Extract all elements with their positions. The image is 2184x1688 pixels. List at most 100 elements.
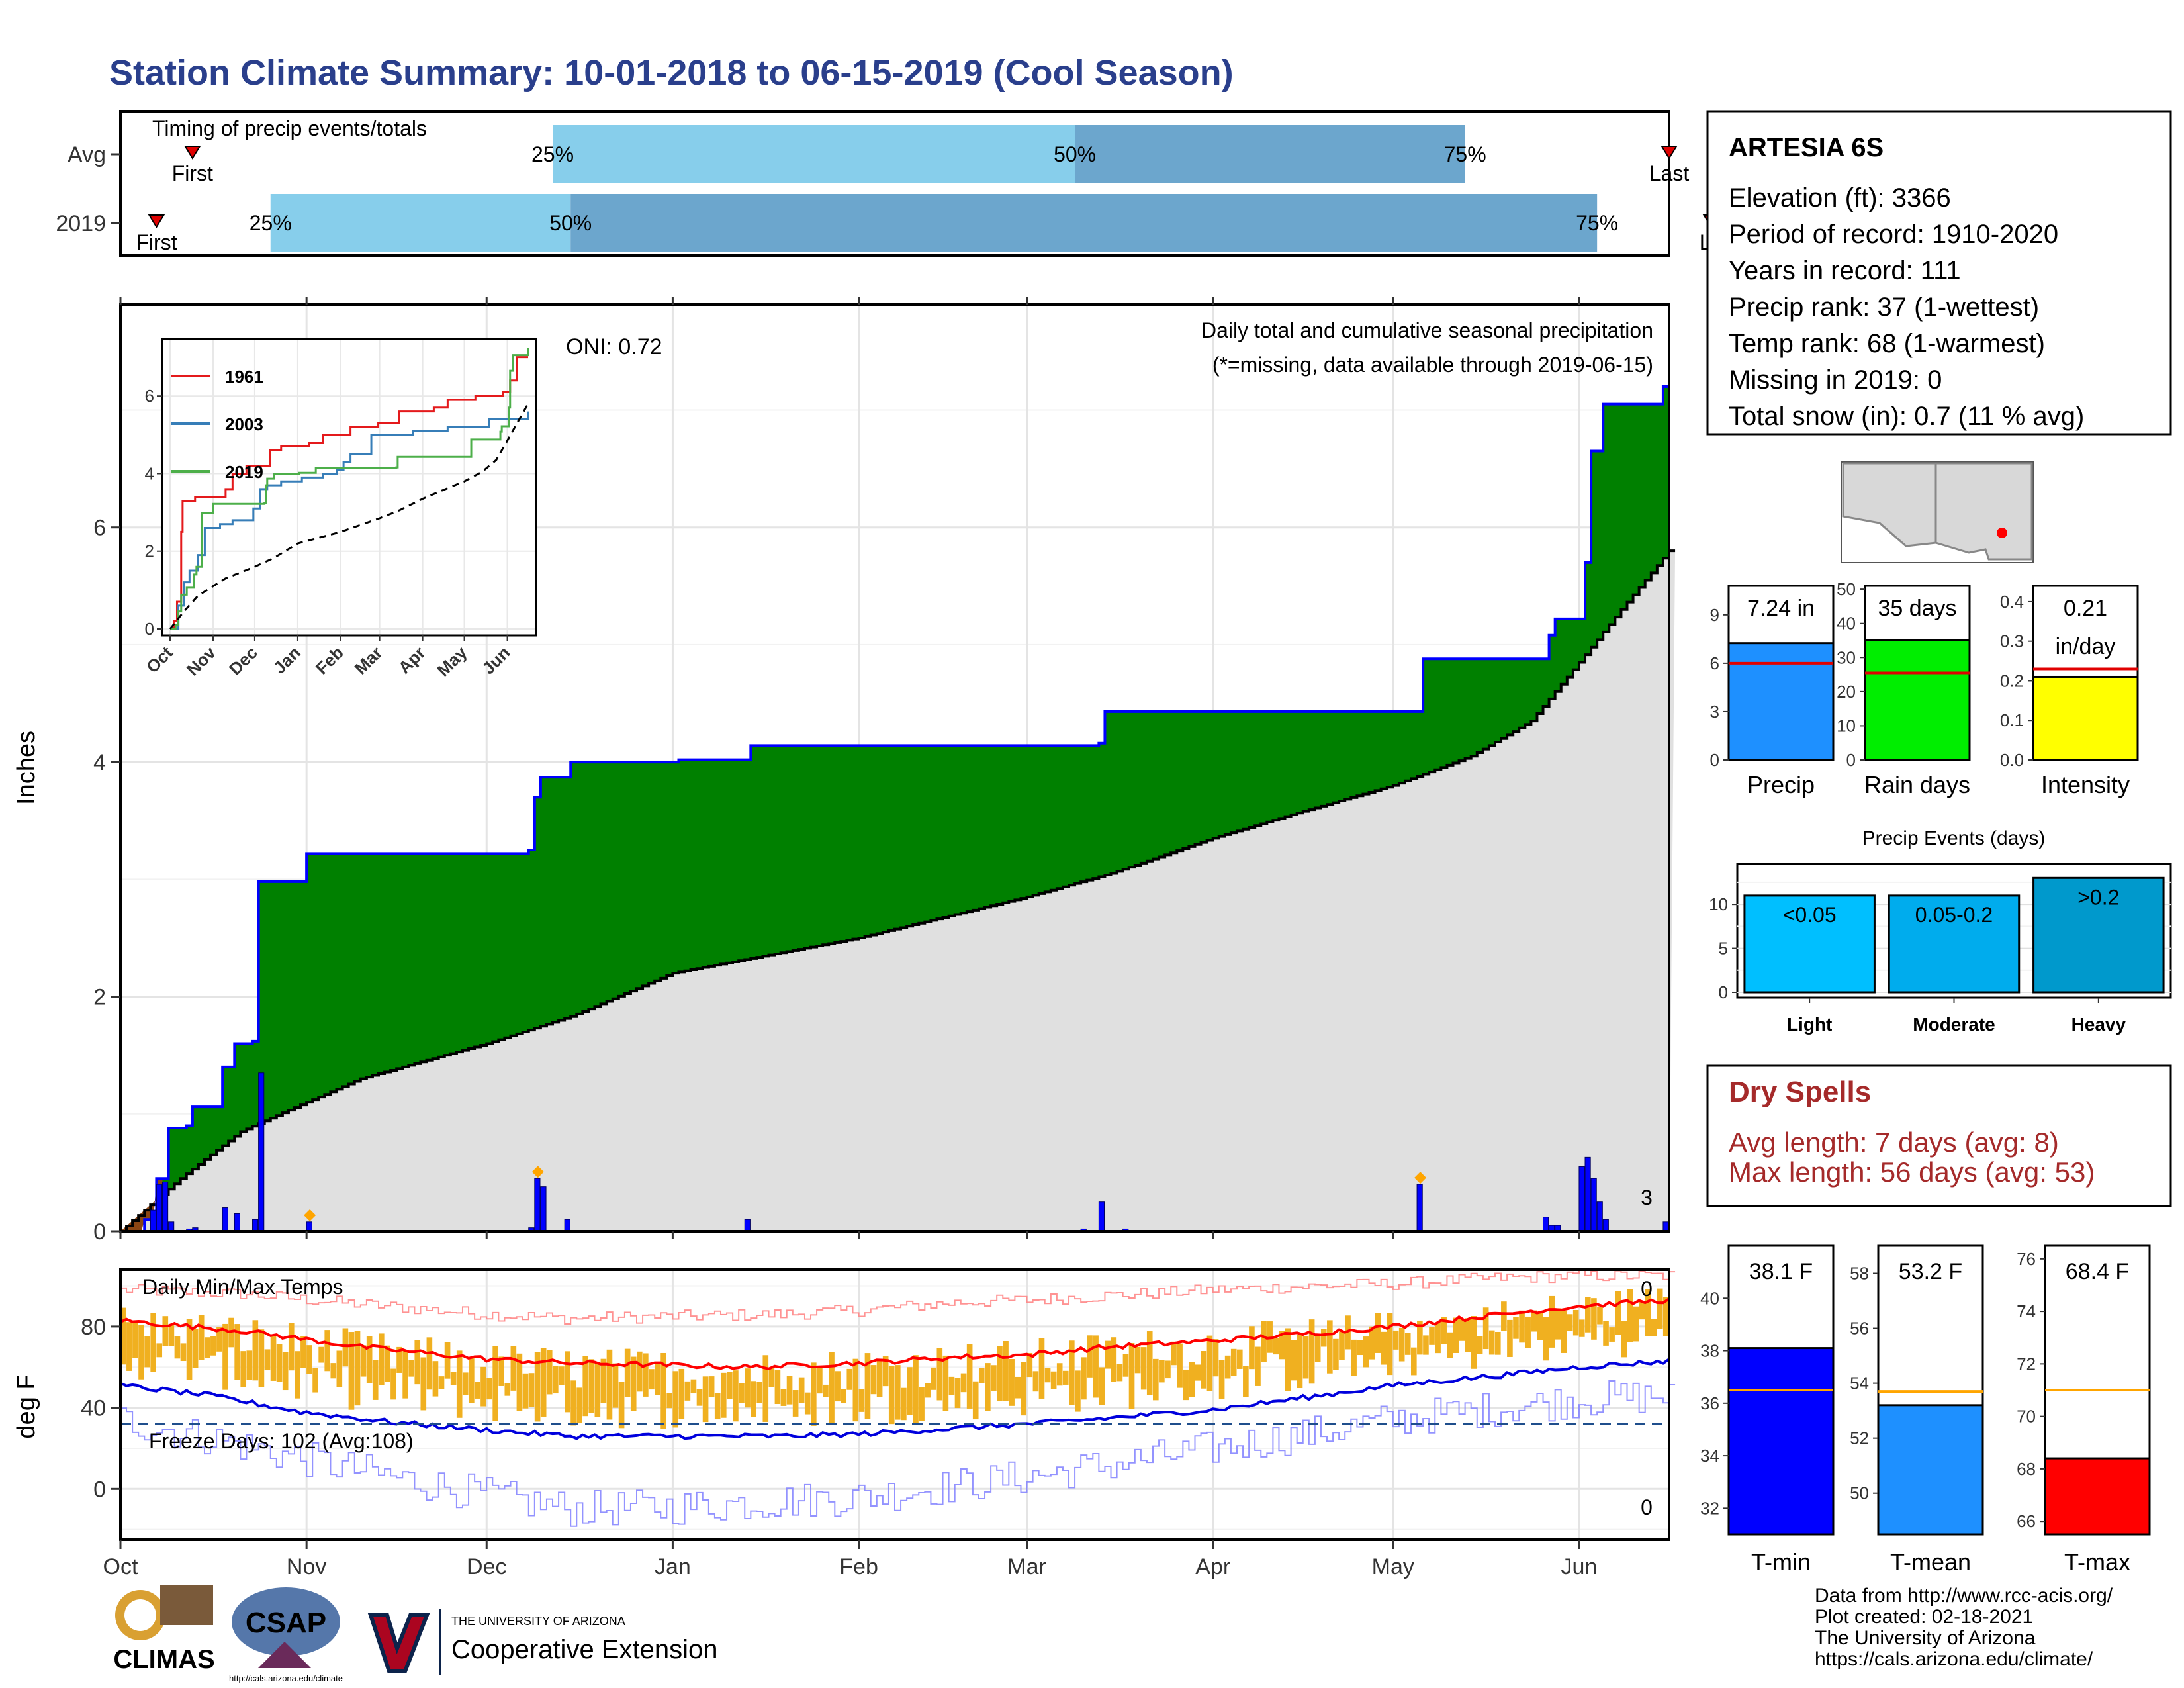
daily-temp-bar xyxy=(300,1336,306,1368)
daily-temp-bar xyxy=(708,1376,715,1398)
daily-temp-bar xyxy=(1398,1327,1405,1362)
precip-events-chart: Precip Events (days) 0 5 10 <0.05 Light 0.05-… xyxy=(1709,827,2172,1035)
daily-temp-bar xyxy=(348,1332,355,1410)
daily-temp-bar xyxy=(1314,1335,1321,1362)
daily-temp-bar xyxy=(864,1353,871,1419)
daily-temp-bar xyxy=(1285,1328,1291,1391)
daily-precip-bar xyxy=(222,1207,228,1232)
daily-temp-bar xyxy=(1128,1342,1135,1409)
daily-temp-bar xyxy=(739,1383,745,1403)
daily-temp-bar xyxy=(1651,1319,1657,1336)
csap-url: http://cals.arizona.edu/climate xyxy=(229,1673,343,1683)
daily-precip-bar xyxy=(234,1213,240,1232)
daily-temp-bar xyxy=(1224,1355,1231,1379)
daily-temp-bar xyxy=(1308,1319,1315,1384)
record-low-count: 0 xyxy=(1641,1495,1653,1519)
daily-temp-bar xyxy=(1171,1341,1177,1366)
temp-chart-tick-label: 56 xyxy=(1850,1319,1869,1338)
daily-temp-bar xyxy=(420,1357,427,1411)
events-bar-label: 0.05-0.2 xyxy=(1915,903,1993,927)
daily-temp-bar xyxy=(312,1368,318,1393)
mini-chart-tick-label: 20 xyxy=(1837,682,1856,702)
daily-temp-bar xyxy=(606,1349,613,1420)
daily-temp-bar xyxy=(360,1345,367,1377)
temp-chart-value-label: 68.4 F xyxy=(2066,1259,2129,1284)
climas-logo-text: CLIMAS xyxy=(113,1645,214,1674)
daily-temp-bar xyxy=(1134,1346,1141,1374)
daily-temp-bar xyxy=(1026,1352,1033,1378)
daily-temp-bar xyxy=(540,1348,547,1417)
average-min-temp-line xyxy=(120,1358,1670,1440)
daily-temp-bar xyxy=(1069,1340,1075,1405)
daily-temp-bar xyxy=(852,1358,859,1422)
daily-temp-bar xyxy=(1519,1310,1525,1343)
daily-temp-bar xyxy=(913,1355,919,1425)
daily-temp-bar xyxy=(1435,1322,1441,1354)
month-tick-label: Oct xyxy=(103,1554,138,1579)
daily-temp-bar xyxy=(1146,1331,1153,1395)
temp-chart-value-label: 38.1 F xyxy=(1749,1259,1813,1284)
daily-temp-bar xyxy=(666,1393,672,1409)
daily-temp-bar xyxy=(1381,1331,1387,1365)
daily-precip-bar xyxy=(150,1209,157,1232)
daily-temp-bar xyxy=(1206,1335,1213,1391)
temp-chart-category-label: T-min xyxy=(1751,1548,1811,1575)
daily-temp-bar xyxy=(649,1369,655,1390)
temp-ytick-label: 80 xyxy=(81,1315,106,1340)
temp-chart-tick-label: 52 xyxy=(1850,1429,1869,1448)
precip-missing-note: (*=missing, data available through 2019-… xyxy=(1212,353,1653,377)
precip-ytick-label: 2 xyxy=(93,985,106,1010)
daily-temp-bar xyxy=(408,1360,414,1377)
daily-temp-bar xyxy=(714,1393,721,1420)
temp-chart-tick-label: 54 xyxy=(1850,1374,1869,1393)
daily-precip-bar xyxy=(306,1221,312,1232)
dry-spells-box: Dry Spells Avg length: 7 days (avg: 8) M… xyxy=(1706,1064,2172,1207)
daily-temp-bar xyxy=(180,1343,187,1362)
daily-temp-bar xyxy=(1453,1317,1459,1353)
daily-temp-bar xyxy=(1603,1321,1609,1346)
csap-logo-text: CSAP xyxy=(246,1607,326,1639)
daily-temp-bar xyxy=(1062,1370,1069,1385)
month-tick-label: Mar xyxy=(1007,1554,1046,1579)
temp-chart-value-label: 53.2 F xyxy=(1899,1259,1962,1284)
temp-chart-tick-label: 76 xyxy=(2017,1249,2036,1269)
inset-ytick-label: 2 xyxy=(145,541,154,561)
daily-temp-bar xyxy=(1615,1291,1621,1335)
daily-temp-bar xyxy=(858,1389,865,1412)
month-tick-label: Apr xyxy=(1195,1554,1230,1579)
mini-chart-tick-label: 0.1 xyxy=(2000,710,2024,730)
record-high-count: 0 xyxy=(1641,1277,1653,1301)
daily-temp-bar xyxy=(888,1366,895,1425)
daily-temp-bar xyxy=(1038,1338,1045,1399)
daily-temp-bar xyxy=(960,1373,967,1393)
daily-temp-bar xyxy=(630,1356,637,1411)
daily-temp-bar xyxy=(258,1329,265,1387)
station-info-line: Elevation (ft): 3366 xyxy=(1729,183,1951,212)
daily-precip-bar xyxy=(1578,1166,1585,1232)
station-info-line: Total snow (in): 0.7 (11 % avg) xyxy=(1729,402,2084,431)
month-tick-label: Dec xyxy=(467,1554,506,1579)
daily-precip-bar xyxy=(564,1219,570,1232)
daily-temp-bar xyxy=(1591,1298,1597,1340)
daily-temp-bar xyxy=(1465,1318,1471,1352)
daily-temp-bar xyxy=(786,1376,793,1405)
events-bar xyxy=(1743,894,1876,994)
daily-temp-bar xyxy=(811,1362,817,1426)
daily-temp-bar xyxy=(684,1381,691,1401)
daily-temp-bar xyxy=(966,1344,973,1409)
daily-temp-bar xyxy=(1099,1367,1105,1405)
daily-temp-bar xyxy=(1387,1313,1393,1376)
ua-small-text: THE UNIVERSITY OF ARIZONA xyxy=(451,1615,625,1628)
daily-temp-bar xyxy=(1567,1314,1573,1331)
footer-credit-line: The University of Arizona xyxy=(1815,1627,2036,1649)
daily-temp-bar xyxy=(426,1337,433,1390)
daily-temp-bar xyxy=(901,1387,907,1421)
daily-temp-bar xyxy=(1477,1336,1483,1354)
mini-bar-charts: 0 3 6 9 7.24 in Precip 0 10 20 30 40 50 35 days Rain … xyxy=(1710,579,2139,798)
daily-temp-bar xyxy=(954,1378,961,1409)
daily-temp-bar xyxy=(1177,1343,1183,1388)
daily-temp-bar xyxy=(876,1360,883,1397)
daily-temp-bar xyxy=(1639,1301,1645,1320)
daily-temp-bar xyxy=(919,1387,925,1421)
last-event-marker xyxy=(1661,146,1678,160)
